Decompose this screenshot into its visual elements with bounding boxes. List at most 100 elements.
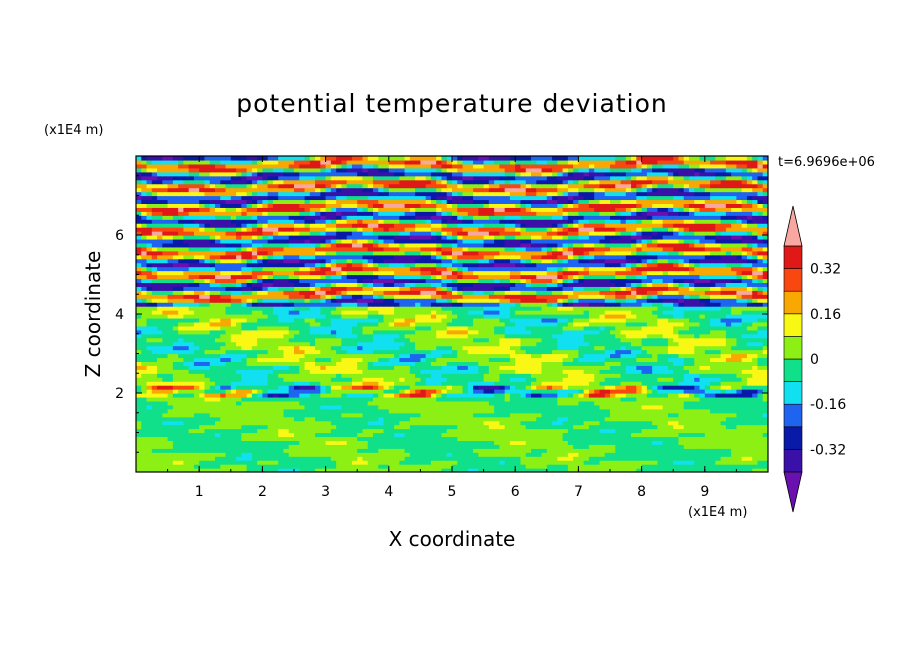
field-cell — [683, 317, 690, 323]
field-cell — [241, 420, 248, 426]
field-cell — [388, 432, 395, 438]
field-cell — [425, 432, 432, 438]
field-cell — [262, 310, 269, 315]
field-cell — [315, 389, 321, 394]
field-cell — [536, 345, 543, 351]
field-cell — [309, 357, 316, 362]
field-cell — [267, 314, 274, 319]
field-cell — [741, 460, 748, 465]
field-cell — [178, 365, 184, 370]
field-cell — [178, 460, 184, 465]
field-cell — [309, 369, 316, 374]
field-cell — [725, 365, 732, 370]
field-cell — [141, 341, 148, 347]
field-cell — [446, 321, 453, 327]
field-cell — [746, 373, 753, 378]
field-cell — [330, 329, 337, 335]
field-cell — [199, 369, 206, 374]
field-cell — [394, 420, 400, 426]
field-cell — [731, 412, 737, 418]
field-cell — [478, 464, 485, 469]
field-cell — [362, 408, 369, 414]
field-cell — [272, 329, 279, 335]
field-cell — [230, 314, 237, 319]
field-cell — [420, 460, 427, 465]
field-cell — [304, 314, 311, 319]
field-cell — [367, 424, 374, 430]
field-cell — [251, 448, 258, 453]
field-cell — [462, 373, 469, 378]
field-cell — [446, 424, 453, 430]
field-cell — [536, 365, 543, 370]
field-cell — [736, 468, 743, 472]
field-cell — [299, 464, 306, 469]
field-cell — [515, 420, 522, 426]
field-cell — [757, 440, 764, 445]
field-cell — [752, 345, 759, 351]
field-cell — [230, 369, 237, 374]
field-cell — [515, 314, 522, 319]
field-cell — [141, 448, 148, 453]
field-cell — [483, 377, 490, 382]
field-cell — [652, 357, 658, 362]
field-cell — [172, 353, 179, 359]
field-cell — [430, 460, 437, 465]
field-cell — [404, 448, 411, 453]
field-cell — [320, 314, 327, 319]
field-cell — [641, 393, 648, 398]
field-cell — [673, 385, 680, 390]
field-cell — [257, 377, 263, 382]
field-cell — [172, 357, 179, 362]
field-cell — [710, 365, 716, 370]
field-cell — [731, 361, 737, 366]
field-cell — [262, 408, 269, 414]
field-cell — [531, 353, 537, 359]
field-cell — [525, 353, 532, 359]
field-cell — [452, 353, 458, 359]
field-cell — [162, 440, 169, 445]
field-cell — [546, 400, 553, 406]
field-cell — [499, 456, 506, 461]
field-cell — [657, 385, 664, 390]
field-cell — [525, 428, 532, 434]
field-cell — [351, 317, 358, 323]
field-cell — [610, 341, 616, 347]
field-cell — [536, 440, 543, 445]
field-cell — [399, 329, 406, 335]
field-cell — [146, 341, 153, 347]
field-cell — [678, 357, 685, 362]
field-cell — [383, 389, 390, 394]
field-cell — [299, 310, 306, 315]
field-cell — [452, 341, 458, 347]
field-cell — [304, 432, 311, 438]
field-cell — [731, 321, 737, 327]
field-cell — [367, 428, 374, 434]
field-cell — [494, 452, 500, 457]
field-cell — [694, 464, 701, 469]
field-cell — [762, 448, 768, 453]
field-cell — [462, 321, 469, 327]
field-cell — [199, 400, 206, 406]
field-cell — [509, 468, 516, 472]
field-cell — [604, 412, 611, 418]
field-cell — [546, 393, 553, 398]
field-cell — [151, 408, 158, 414]
field-cell — [552, 436, 558, 441]
field-cell — [488, 432, 495, 438]
field-cell — [557, 448, 564, 453]
field-cell — [457, 428, 464, 434]
field-cell — [573, 389, 579, 394]
field-cell — [667, 373, 674, 378]
field-cell — [662, 416, 669, 422]
field-cell — [504, 321, 511, 327]
field-cell — [341, 310, 348, 315]
field-cell — [694, 349, 701, 355]
field-cell — [136, 412, 142, 418]
field-cell — [667, 333, 674, 339]
field-cell — [409, 317, 416, 323]
field-cell — [204, 428, 211, 434]
field-cell — [673, 456, 680, 461]
field-cell — [694, 424, 701, 430]
field-cell — [262, 357, 269, 362]
field-cell — [678, 329, 685, 335]
